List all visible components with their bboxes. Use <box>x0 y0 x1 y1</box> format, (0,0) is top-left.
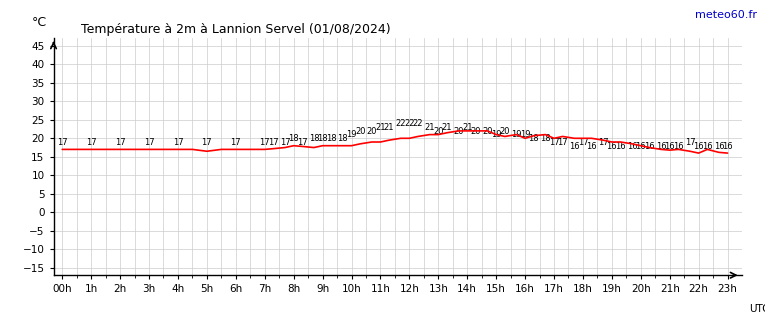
Text: 16: 16 <box>693 141 704 150</box>
Text: 16: 16 <box>644 141 655 150</box>
Text: 17: 17 <box>230 138 241 147</box>
Text: 17: 17 <box>201 138 212 147</box>
Text: 17: 17 <box>259 138 270 147</box>
Text: 18: 18 <box>529 134 539 143</box>
Text: 20: 20 <box>470 127 481 136</box>
Text: 16: 16 <box>636 141 646 150</box>
Text: 17: 17 <box>558 138 568 147</box>
Text: 22: 22 <box>413 119 423 128</box>
Text: 17: 17 <box>268 138 278 147</box>
Text: 18: 18 <box>326 134 337 143</box>
Text: 16: 16 <box>569 141 580 150</box>
Text: 19: 19 <box>520 131 530 140</box>
Text: 19: 19 <box>347 131 356 140</box>
Text: 22: 22 <box>396 119 406 128</box>
Text: 16: 16 <box>714 141 724 150</box>
Text: 17: 17 <box>685 138 695 147</box>
Text: 22: 22 <box>404 119 415 128</box>
Text: 20: 20 <box>355 127 366 136</box>
Text: 16: 16 <box>656 141 666 150</box>
Text: 16: 16 <box>627 141 637 150</box>
Text: 21: 21 <box>462 123 473 132</box>
Text: Température à 2m à Lannion Servel (01/08/2024): Température à 2m à Lannion Servel (01/08… <box>81 23 391 36</box>
Text: 21: 21 <box>425 123 435 132</box>
Text: 18: 18 <box>540 134 551 143</box>
Text: 17: 17 <box>598 138 608 147</box>
Text: 20: 20 <box>366 127 377 136</box>
Text: 18: 18 <box>308 134 319 143</box>
Text: 17: 17 <box>173 138 184 147</box>
Text: 20: 20 <box>433 127 444 136</box>
Text: 16: 16 <box>722 141 733 150</box>
Text: 17: 17 <box>280 138 290 147</box>
Text: 16: 16 <box>615 141 626 150</box>
Text: 17: 17 <box>86 138 96 147</box>
Text: 17: 17 <box>115 138 125 147</box>
Text: 18: 18 <box>317 134 328 143</box>
Text: 20: 20 <box>454 127 464 136</box>
Text: 17: 17 <box>57 138 67 147</box>
Text: 17: 17 <box>144 138 155 147</box>
Text: 18: 18 <box>337 134 348 143</box>
Text: 19: 19 <box>511 131 522 140</box>
Text: 21: 21 <box>375 123 386 132</box>
Text: °C: °C <box>31 16 47 29</box>
Text: 16: 16 <box>673 141 684 150</box>
Text: 18: 18 <box>288 134 299 143</box>
Text: 20: 20 <box>500 127 510 136</box>
Text: 16: 16 <box>665 141 675 150</box>
Text: UTC: UTC <box>749 304 765 314</box>
Text: 19: 19 <box>491 131 501 140</box>
Text: 17: 17 <box>549 138 559 147</box>
Text: 16: 16 <box>586 141 597 150</box>
Text: 20: 20 <box>482 127 493 136</box>
Text: 21: 21 <box>384 123 395 132</box>
Text: 16: 16 <box>702 141 713 150</box>
Text: meteo60.fr: meteo60.fr <box>695 10 757 20</box>
Text: 21: 21 <box>441 123 452 132</box>
Text: 16: 16 <box>607 141 617 150</box>
Text: 17: 17 <box>297 138 308 147</box>
Text: 17: 17 <box>578 138 588 147</box>
